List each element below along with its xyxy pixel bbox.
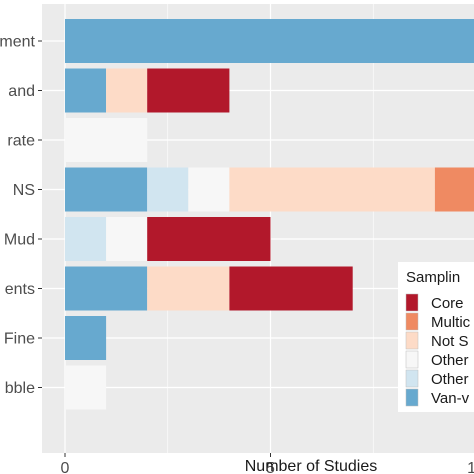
bar-segment	[65, 217, 107, 261]
y-tick-label: bble	[5, 380, 35, 397]
bar-segment	[65, 19, 474, 63]
x-tick-label: 5	[266, 460, 275, 474]
y-tick-label: and	[8, 83, 35, 100]
bar-segment	[188, 167, 230, 212]
bar-segment	[65, 167, 148, 212]
bars	[65, 19, 474, 410]
bar-segment	[147, 68, 230, 113]
y-tick-label: ment	[0, 34, 36, 51]
legend-title: Samplin	[406, 269, 460, 286]
bar-segment	[147, 266, 230, 311]
legend-key	[405, 331, 419, 350]
x-tick-label: 10	[467, 460, 474, 474]
legend-key	[405, 388, 419, 407]
legend-label: Core	[431, 295, 464, 312]
legend-label: Not S	[431, 333, 469, 350]
legend-label: Other	[431, 371, 469, 388]
y-tick-label: Mud	[4, 232, 35, 249]
legend-key	[405, 350, 419, 369]
y-tick-label: NS	[13, 182, 35, 199]
x-axis-title: Number of Studies	[245, 458, 378, 474]
x-axis-ticks: 0510152	[61, 453, 474, 474]
bar-segment	[65, 365, 107, 410]
bar-segment	[229, 266, 353, 311]
y-axis-ticks: ment and rate NS Mud ents Fine bble	[0, 34, 42, 397]
x-tick-label: 0	[61, 460, 70, 474]
legend-key	[405, 293, 419, 312]
bar-segment	[147, 167, 189, 212]
y-tick-label: ents	[5, 281, 35, 298]
bar-segment	[65, 118, 148, 162]
legend-key	[405, 369, 419, 388]
bar-segment	[434, 167, 474, 212]
bar-segment	[106, 217, 148, 261]
y-tick-label: Fine	[4, 331, 35, 348]
bar-segment	[106, 68, 148, 113]
legend-label: Other	[431, 352, 469, 369]
bar-segment	[65, 68, 107, 113]
bar-segment	[147, 217, 271, 261]
bar-segment	[65, 316, 107, 360]
y-tick-label: rate	[7, 133, 35, 150]
legend-key	[405, 312, 419, 331]
legend-label: Van-v	[431, 390, 470, 407]
legend-label: Multic	[431, 314, 471, 331]
bar-segment	[229, 167, 435, 212]
bar-segment	[65, 266, 148, 311]
legend: Samplin Core Multic Not S Other Other Van-v	[398, 262, 474, 412]
